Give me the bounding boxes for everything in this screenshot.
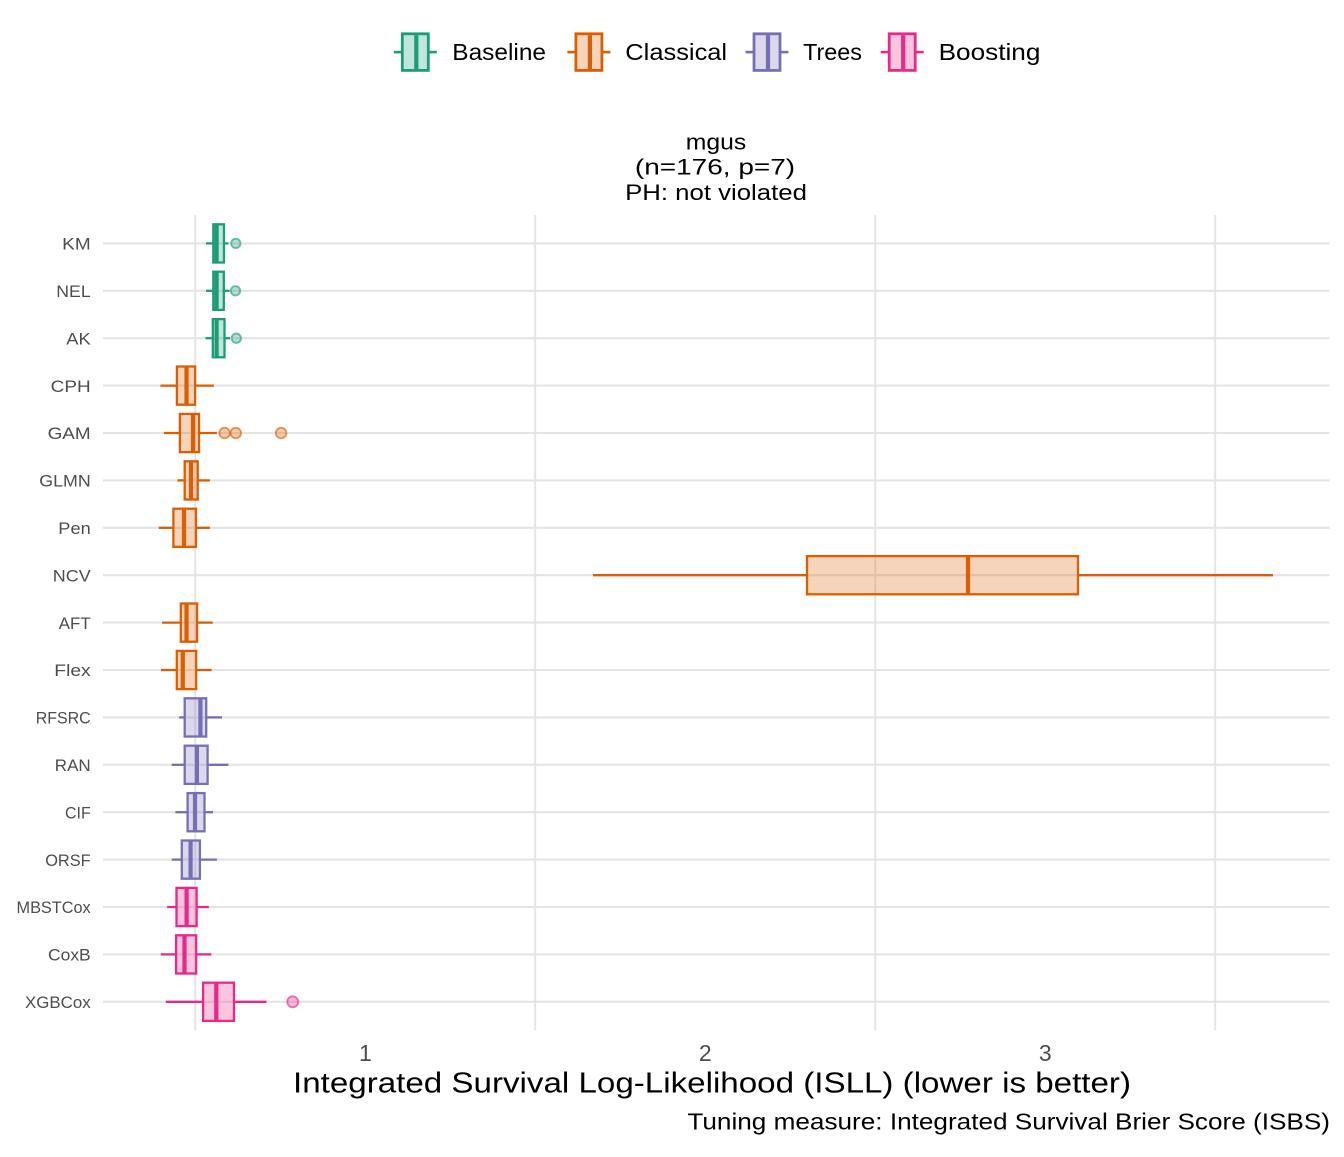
svg-text:CoxB: CoxB bbox=[48, 947, 91, 965]
svg-text:Flex: Flex bbox=[54, 662, 91, 680]
svg-text:Trees: Trees bbox=[803, 39, 862, 65]
svg-text:(n=176, p=7): (n=176, p=7) bbox=[635, 154, 795, 179]
svg-text:KM: KM bbox=[62, 236, 90, 254]
svg-text:Pen: Pen bbox=[58, 520, 90, 538]
svg-text:ORSF: ORSF bbox=[45, 852, 90, 870]
svg-text:Boosting: Boosting bbox=[939, 39, 1041, 65]
svg-text:AFT: AFT bbox=[59, 615, 91, 633]
svg-text:GAM: GAM bbox=[48, 425, 91, 443]
svg-text:GLMN: GLMN bbox=[39, 473, 90, 491]
svg-text:XGBCox: XGBCox bbox=[25, 994, 91, 1012]
svg-text:mgus: mgus bbox=[686, 130, 747, 155]
svg-text:Classical: Classical bbox=[625, 39, 727, 65]
svg-text:RAN: RAN bbox=[55, 757, 91, 775]
svg-text:CPH: CPH bbox=[51, 378, 91, 396]
svg-text:PH: not violated: PH: not violated bbox=[625, 180, 807, 205]
svg-text:1: 1 bbox=[359, 1040, 372, 1066]
svg-text:CIF: CIF bbox=[65, 804, 91, 822]
svg-text:Integrated Survival Log-Likeli: Integrated Survival Log-Likelihood (ISLL… bbox=[293, 1068, 1131, 1100]
svg-text:2: 2 bbox=[699, 1040, 712, 1066]
svg-text:NEL: NEL bbox=[56, 283, 90, 301]
svg-text:3: 3 bbox=[1039, 1040, 1052, 1066]
svg-text:Baseline: Baseline bbox=[452, 39, 546, 65]
svg-text:Tuning measure: Integrated Sur: Tuning measure: Integrated Survival Brie… bbox=[687, 1108, 1330, 1134]
svg-text:AK: AK bbox=[66, 330, 90, 348]
svg-text:RFSRC: RFSRC bbox=[36, 710, 91, 728]
svg-text:MBSTCox: MBSTCox bbox=[17, 899, 92, 917]
svg-text:NCV: NCV bbox=[53, 567, 91, 585]
